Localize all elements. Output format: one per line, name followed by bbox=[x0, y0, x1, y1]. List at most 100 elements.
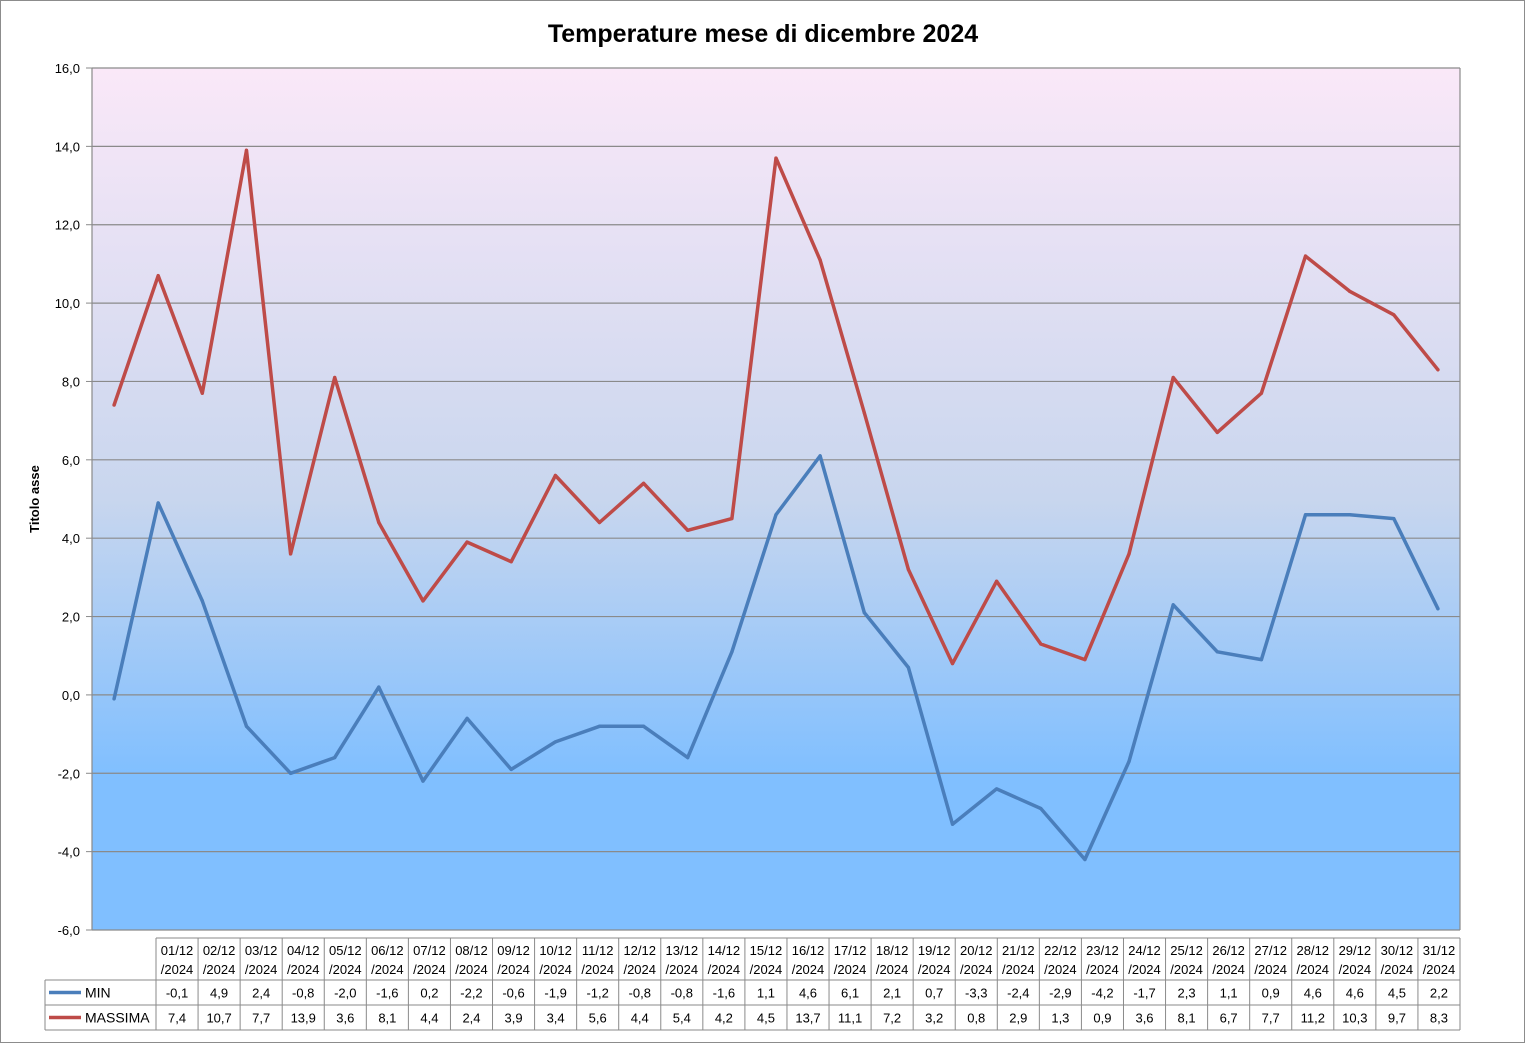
category-label: 21/12 bbox=[1002, 943, 1035, 958]
data-label-massima: 13,7 bbox=[795, 1011, 820, 1026]
category-label: 23/12 bbox=[1086, 943, 1119, 958]
data-label-massima: 5,4 bbox=[673, 1011, 691, 1026]
category-label: 28/12 bbox=[1297, 943, 1330, 958]
data-label-massima: 7,7 bbox=[252, 1011, 270, 1026]
data-point-massima bbox=[1348, 289, 1352, 293]
y-tick-label: 4,0 bbox=[62, 531, 80, 546]
y-tick-label: 2,0 bbox=[62, 610, 80, 625]
category-label: /2024 bbox=[1044, 962, 1077, 977]
data-point-min bbox=[1215, 650, 1219, 654]
category-label: 30/12 bbox=[1381, 943, 1414, 958]
data-point-massima bbox=[1392, 313, 1396, 317]
data-point-min bbox=[1171, 603, 1175, 607]
y-tick-label: 12,0 bbox=[55, 218, 80, 233]
category-label: /2024 bbox=[918, 962, 951, 977]
category-label: 17/12 bbox=[834, 943, 867, 958]
data-point-min bbox=[1127, 759, 1131, 764]
data-point-massima bbox=[1039, 642, 1043, 646]
data-label-min: -1,6 bbox=[713, 986, 735, 1001]
data-point-min bbox=[244, 724, 249, 728]
data-label-massima: 3,2 bbox=[925, 1011, 943, 1026]
data-label-min: 4,5 bbox=[1388, 986, 1406, 1001]
category-label: /2024 bbox=[792, 962, 825, 977]
category-label: /2024 bbox=[750, 962, 783, 977]
data-point-min bbox=[642, 724, 646, 728]
data-point-massima bbox=[1436, 368, 1440, 372]
y-tick-label: -4,0 bbox=[58, 845, 80, 860]
category-label: 31/12 bbox=[1423, 943, 1456, 958]
data-point-massima bbox=[288, 552, 293, 556]
data-point-massima bbox=[730, 516, 734, 521]
category-label: /2024 bbox=[1128, 962, 1161, 977]
category-label: 03/12 bbox=[245, 943, 278, 958]
category-label: /2024 bbox=[455, 962, 488, 977]
data-label-min: -0,8 bbox=[292, 986, 314, 1001]
data-point-massima bbox=[686, 528, 690, 532]
legend-label-massima: MASSIMA bbox=[85, 1010, 150, 1026]
y-tick-label: -6,0 bbox=[58, 923, 80, 938]
category-label: /2024 bbox=[329, 962, 362, 977]
data-label-massima: 2,4 bbox=[462, 1011, 480, 1026]
data-label-massima: 0,9 bbox=[1093, 1011, 1111, 1026]
data-point-massima bbox=[597, 520, 602, 525]
data-point-min bbox=[1303, 513, 1308, 517]
data-label-massima: 8,1 bbox=[378, 1011, 396, 1026]
data-label-massima: 11,1 bbox=[838, 1011, 862, 1026]
category-label: 10/12 bbox=[539, 943, 572, 958]
data-label-massima: 8,3 bbox=[1430, 1011, 1448, 1026]
data-point-min bbox=[333, 756, 337, 760]
data-label-massima: 7,4 bbox=[168, 1011, 186, 1026]
data-label-massima: 8,1 bbox=[1178, 1011, 1196, 1026]
category-label: /2024 bbox=[497, 962, 530, 977]
category-label: 11/12 bbox=[582, 943, 614, 958]
data-point-massima bbox=[465, 540, 469, 544]
data-point-massima bbox=[377, 520, 381, 525]
y-axis-title: Titolo asse bbox=[27, 465, 42, 533]
category-label: /2024 bbox=[876, 962, 909, 977]
data-label-min: -0,1 bbox=[166, 986, 188, 1001]
data-point-min bbox=[1348, 513, 1352, 517]
data-point-min bbox=[686, 756, 690, 760]
category-label: /2024 bbox=[834, 962, 867, 977]
data-point-min bbox=[1259, 658, 1264, 662]
category-label: /2024 bbox=[1170, 962, 1203, 977]
data-label-min: -2,9 bbox=[1049, 986, 1071, 1001]
y-axis-ticks: -6,0 -4,0 -2,0 0,0 2,0 4,0 6,0 8,0 10,0 12,0 14,0 1… bbox=[55, 61, 92, 938]
data-point-massima bbox=[244, 148, 249, 152]
data-label-min: -2,0 bbox=[334, 986, 356, 1001]
category-label: /2024 bbox=[203, 962, 236, 977]
data-point-massima bbox=[642, 481, 646, 485]
data-point-min bbox=[509, 767, 513, 771]
data-label-massima: 2,9 bbox=[1009, 1011, 1027, 1026]
category-label: /2024 bbox=[1339, 962, 1372, 977]
data-point-min bbox=[421, 779, 425, 783]
chart-title: Temperature mese di dicembre 2024 bbox=[548, 20, 978, 48]
data-point-massima bbox=[553, 473, 557, 478]
data-label-min: -1,6 bbox=[376, 986, 398, 1001]
data-point-massima bbox=[1215, 430, 1219, 434]
category-label: 06/12 bbox=[371, 943, 404, 958]
data-label-min: 1,1 bbox=[1220, 986, 1238, 1001]
data-label-min: -1,2 bbox=[586, 986, 608, 1001]
category-label: 12/12 bbox=[623, 943, 656, 958]
data-point-min bbox=[730, 650, 734, 654]
category-label: 09/12 bbox=[497, 943, 530, 958]
data-point-min bbox=[950, 822, 955, 826]
category-label: 08/12 bbox=[455, 943, 488, 958]
data-label-min: -0,6 bbox=[502, 986, 524, 1001]
data-point-min bbox=[995, 787, 999, 791]
data-label-min: 4,6 bbox=[799, 986, 817, 1001]
data-point-massima bbox=[818, 258, 822, 262]
data-point-min bbox=[597, 724, 602, 728]
y-tick-label: 0,0 bbox=[62, 688, 80, 703]
category-label: /2024 bbox=[960, 962, 993, 977]
series-lines bbox=[112, 148, 1440, 862]
category-label: /2024 bbox=[245, 962, 278, 977]
data-point-min bbox=[862, 611, 866, 615]
category-label: 22/12 bbox=[1044, 943, 1077, 958]
data-label-massima: 13,9 bbox=[291, 1011, 316, 1026]
data-label-min: -2,2 bbox=[460, 986, 482, 1001]
category-label: /2024 bbox=[1254, 962, 1287, 977]
data-label-min: 4,6 bbox=[1346, 986, 1364, 1001]
